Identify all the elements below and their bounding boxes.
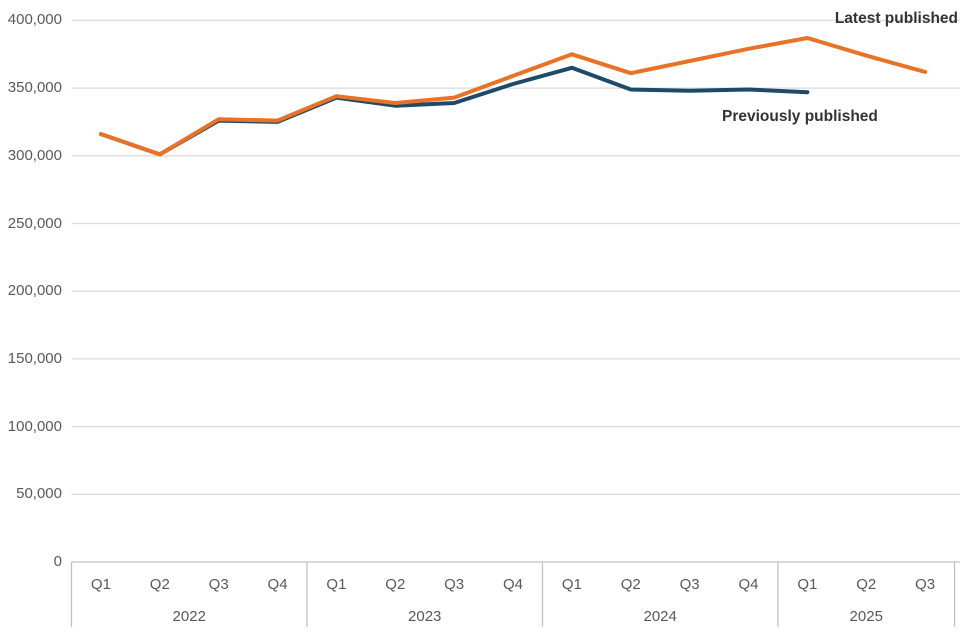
quarter-tick-label: Q3 xyxy=(444,576,465,593)
series-lines xyxy=(98,36,928,157)
x-axis-separator-ticks xyxy=(70,562,956,627)
year-tick-label: 2024 xyxy=(643,608,677,625)
year-tick-label: 2022 xyxy=(172,608,206,625)
series-label-previously-published: Previously published xyxy=(722,108,878,125)
series-line-latest-published xyxy=(98,36,928,157)
y-tick-label: 100,000 xyxy=(7,417,62,435)
year-tick-label: 2025 xyxy=(849,608,883,625)
y-tick-label: 150,000 xyxy=(7,349,62,367)
quarter-tick-label: Q3 xyxy=(208,576,229,593)
series-label-latest-published: Latest published xyxy=(834,10,958,27)
quarter-tick-label: Q1 xyxy=(561,576,582,593)
quarter-tick-label: Q4 xyxy=(267,576,288,593)
quarter-tick-label: Q2 xyxy=(149,576,170,593)
quarter-tick-label: Q1 xyxy=(797,576,818,593)
quarter-tick-label: Q4 xyxy=(738,576,759,593)
quarter-tick-label: Q1 xyxy=(90,576,111,593)
quarter-tick-label: Q4 xyxy=(503,576,524,593)
quarter-tick-label: Q2 xyxy=(856,576,877,593)
y-tick-label: 0 xyxy=(53,553,62,570)
y-tick-label: 250,000 xyxy=(7,214,62,232)
quarter-tick-label: Q2 xyxy=(385,576,406,593)
quarter-tick-label: Q3 xyxy=(679,576,700,593)
series-line-previously-published xyxy=(98,65,810,157)
quarter-tick-label: Q2 xyxy=(620,576,641,593)
y-tick-label: 300,000 xyxy=(7,146,62,164)
quarter-tick-label: Q3 xyxy=(915,576,936,593)
horizontal-gridlines xyxy=(71,19,960,563)
quarter-tick-label: Q1 xyxy=(326,576,347,593)
y-tick-label: 350,000 xyxy=(7,79,62,97)
y-tick-label: 400,000 xyxy=(7,11,62,29)
y-tick-label: 50,000 xyxy=(16,485,62,503)
y-tick-label: 200,000 xyxy=(7,282,62,300)
year-tick-label: 2023 xyxy=(408,608,442,625)
